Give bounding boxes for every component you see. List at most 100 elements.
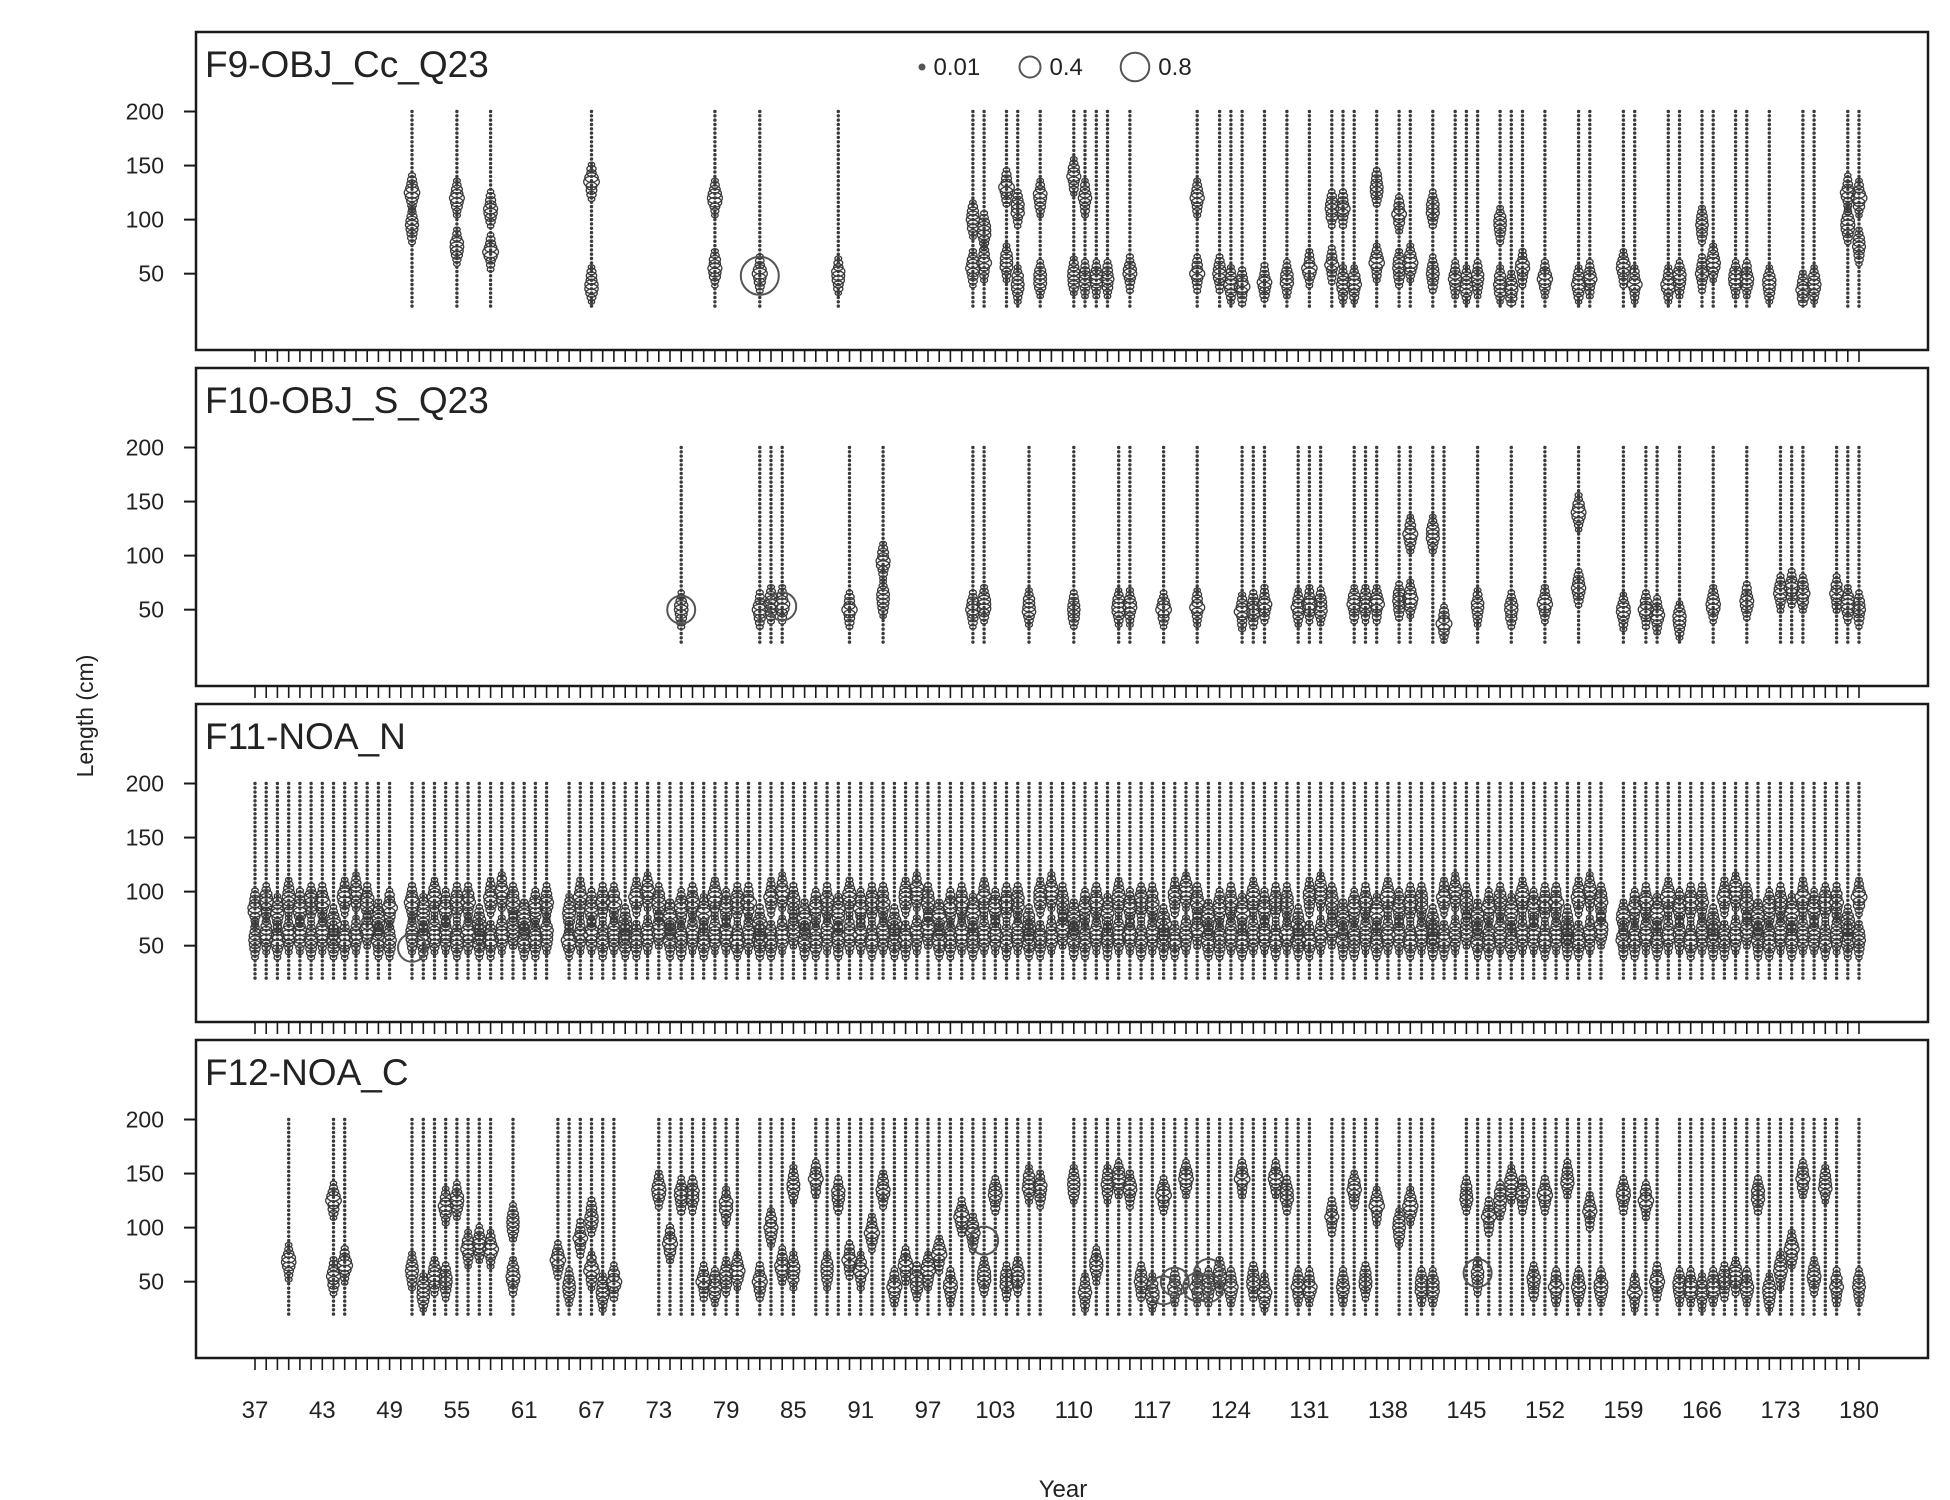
length-dot xyxy=(1677,118,1682,122)
mode-bubble xyxy=(1013,267,1023,276)
length-dot xyxy=(1677,226,1682,230)
length-dot xyxy=(1262,493,1267,497)
length-dot xyxy=(1195,235,1199,239)
length-dot xyxy=(1229,153,1233,157)
length-dot xyxy=(1464,256,1469,261)
mode-bubble xyxy=(1067,163,1080,173)
panel-title: F10-OBJ_S_Q23 xyxy=(205,380,489,421)
length-dot xyxy=(1733,200,1738,204)
length-dot xyxy=(1016,127,1020,131)
length-dot xyxy=(1633,256,1637,261)
length-dot xyxy=(1543,204,1547,209)
length-dot xyxy=(1240,248,1244,252)
length-dot xyxy=(1543,243,1547,248)
length-dot xyxy=(982,166,986,170)
length-dot xyxy=(758,222,762,226)
length-dot xyxy=(1576,144,1581,148)
length-dot xyxy=(1262,144,1267,148)
length-dot xyxy=(758,631,762,636)
length-dot xyxy=(1285,304,1289,308)
year-column xyxy=(1570,109,1587,308)
length-dot xyxy=(1083,131,1087,135)
mode-bubble xyxy=(407,172,417,179)
length-dot xyxy=(1733,230,1738,235)
length-dot xyxy=(1509,226,1514,230)
length-dot xyxy=(1408,148,1413,153)
year-column xyxy=(448,109,465,308)
length-dot xyxy=(1217,230,1222,235)
length-dot xyxy=(1375,235,1379,239)
length-dot xyxy=(982,575,986,579)
length-dot xyxy=(1094,222,1099,226)
length-dot xyxy=(1307,217,1312,222)
length-dot xyxy=(1633,187,1637,191)
length-dot xyxy=(1801,192,1805,196)
mode-bubble xyxy=(485,192,496,200)
length-dot xyxy=(780,553,784,558)
length-dot xyxy=(1576,118,1581,122)
length-dot xyxy=(1240,174,1244,179)
length-dot xyxy=(1431,566,1435,571)
length-dot xyxy=(1128,217,1132,222)
length-dot xyxy=(1711,230,1715,235)
length-dot xyxy=(1475,170,1480,174)
length-dot xyxy=(1262,627,1267,631)
length-dot xyxy=(982,519,986,523)
length-dot xyxy=(1375,519,1379,523)
length-dot xyxy=(1397,506,1401,510)
length-dot xyxy=(1352,239,1356,243)
length-dot xyxy=(1330,209,1334,213)
mode-bubble xyxy=(1092,293,1101,300)
length-dot xyxy=(1117,584,1121,588)
length-dot xyxy=(1408,497,1413,502)
length-dot xyxy=(1397,515,1401,519)
length-dot xyxy=(679,515,683,519)
mode-bubble xyxy=(707,188,723,200)
length-dot xyxy=(1352,627,1356,631)
length-dot xyxy=(1296,545,1300,549)
length-dot xyxy=(589,157,594,161)
length-dot xyxy=(1464,187,1469,191)
length-dot xyxy=(1352,493,1356,497)
length-dot xyxy=(836,217,840,222)
length-dot xyxy=(1352,549,1356,553)
length-dot xyxy=(1397,553,1401,558)
length-dot xyxy=(1128,558,1132,562)
length-dot xyxy=(758,109,762,114)
length-dot xyxy=(847,532,852,536)
year-column xyxy=(1212,109,1228,308)
length-dot xyxy=(1262,579,1267,584)
length-dot xyxy=(1475,153,1480,157)
length-dot xyxy=(1745,179,1749,183)
mode-bubble xyxy=(486,231,495,238)
length-dot xyxy=(1543,222,1547,226)
length-dot xyxy=(1262,558,1267,562)
length-dot xyxy=(1375,127,1379,131)
length-dot xyxy=(1464,183,1469,187)
length-dot xyxy=(1857,282,1861,287)
length-dot xyxy=(1262,248,1267,252)
length-dot xyxy=(1464,248,1469,252)
length-dot xyxy=(1240,235,1244,239)
length-dot xyxy=(1431,484,1435,489)
length-dot xyxy=(1588,192,1592,196)
length-dot xyxy=(1520,127,1525,131)
length-dot xyxy=(1375,640,1379,644)
length-dot xyxy=(1733,118,1738,122)
length-dot xyxy=(1464,252,1469,256)
length-dot xyxy=(1330,122,1334,127)
length-dot xyxy=(1240,109,1244,114)
length-dot xyxy=(1801,153,1805,157)
length-dot xyxy=(1846,135,1850,140)
mode-bubble xyxy=(1012,218,1023,226)
length-dot xyxy=(1229,127,1233,131)
length-dot xyxy=(1072,230,1076,235)
length-dot xyxy=(1408,287,1413,291)
length-dot xyxy=(971,528,975,532)
length-dot xyxy=(1453,252,1457,256)
length-dot xyxy=(1857,222,1861,226)
length-dot xyxy=(1128,545,1132,549)
length-dot xyxy=(455,295,459,300)
length-dot xyxy=(1217,135,1222,140)
length-dot xyxy=(1195,536,1199,540)
